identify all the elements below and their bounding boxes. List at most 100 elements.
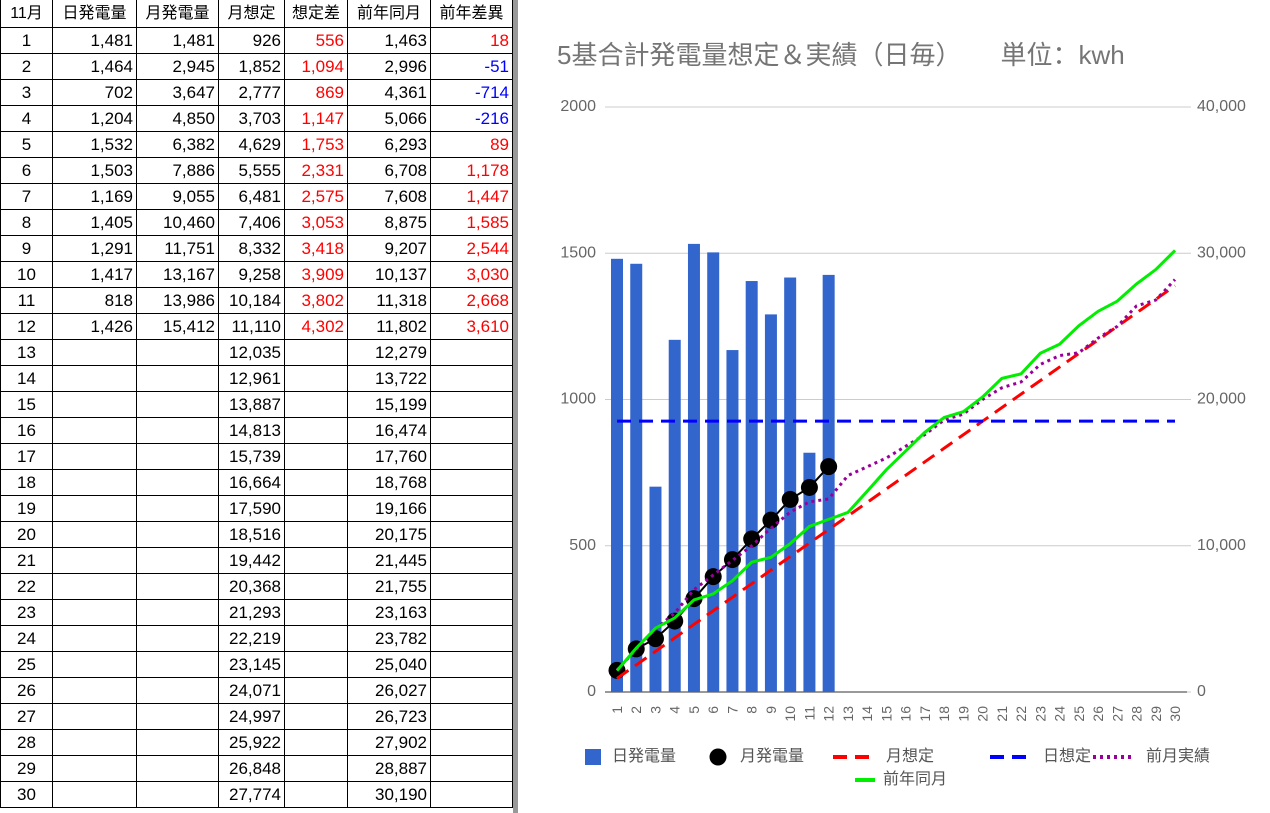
table-cell: 2,777 <box>219 80 285 106</box>
table-cell: 702 <box>53 80 137 106</box>
bar <box>764 314 777 692</box>
table-cell: 11,318 <box>348 288 431 314</box>
bar <box>726 350 739 692</box>
table-cell <box>285 496 348 522</box>
bar <box>707 252 720 692</box>
table-cell: 26 <box>0 678 53 704</box>
dot <box>781 490 799 508</box>
table-cell: 18 <box>0 470 53 496</box>
table-cell <box>431 470 513 496</box>
table-cell: 2,996 <box>348 54 431 80</box>
table-cell: 4,629 <box>219 132 285 158</box>
table-cell <box>53 652 137 678</box>
table-cell: 23,782 <box>348 626 431 652</box>
table-cell: 1,447 <box>431 184 513 210</box>
table-cell: 1,405 <box>53 210 137 236</box>
dot <box>743 530 761 548</box>
x-tick-label: 18 <box>936 706 952 722</box>
x-tick-label: 16 <box>898 706 914 722</box>
header-cell: 前年差異 <box>431 0 513 28</box>
y2-tick-label: 10,000 <box>1197 537 1246 554</box>
dot <box>762 511 780 529</box>
table-cell <box>53 470 137 496</box>
table-cell <box>53 574 137 600</box>
table-cell: 1,169 <box>53 184 137 210</box>
table-cell <box>53 444 137 470</box>
table-cell: 27 <box>0 704 53 730</box>
table-cell: 1,204 <box>53 106 137 132</box>
table-cell: 25,040 <box>348 652 431 678</box>
table-cell: 15,199 <box>348 392 431 418</box>
table-cell <box>53 496 137 522</box>
table-cell <box>431 522 513 548</box>
table-cell: 9,207 <box>348 236 431 262</box>
table-cell <box>285 626 348 652</box>
legend-label: 日想定 <box>1043 747 1091 765</box>
table-cell: 1,532 <box>53 132 137 158</box>
table-cell: 6,293 <box>348 132 431 158</box>
table-cell: 11,110 <box>219 314 285 340</box>
table-cell: 15,412 <box>137 314 219 340</box>
dot <box>800 478 818 496</box>
table-cell: 7,608 <box>348 184 431 210</box>
table-cell: 15,739 <box>219 444 285 470</box>
table-cell: 7 <box>0 184 53 210</box>
table-cell: 26,723 <box>348 704 431 730</box>
table-cell <box>137 392 219 418</box>
table-cell: 13,887 <box>219 392 285 418</box>
table-cell: 18,516 <box>219 522 285 548</box>
table-cell: 23,145 <box>219 652 285 678</box>
table-cell <box>53 548 137 574</box>
table-cell: 2,331 <box>285 158 348 184</box>
x-tick-label: 29 <box>1148 706 1164 722</box>
table-cell: 15 <box>0 392 53 418</box>
table-cell: 1,147 <box>285 106 348 132</box>
table-cell <box>53 522 137 548</box>
table-cell: 7,406 <box>219 210 285 236</box>
table-cell <box>137 444 219 470</box>
table-cell: 4,302 <box>285 314 348 340</box>
table-cell <box>285 652 348 678</box>
table-cell <box>137 652 219 678</box>
table-cell <box>53 418 137 444</box>
table-cell <box>285 756 348 782</box>
bar <box>745 281 758 692</box>
table-cell: 3,703 <box>219 106 285 132</box>
table-cell <box>137 626 219 652</box>
table-cell: 28 <box>0 730 53 756</box>
x-tick-label: 11 <box>801 706 817 721</box>
table-cell <box>285 444 348 470</box>
table-cell: 13,722 <box>348 366 431 392</box>
table-cell <box>137 782 219 808</box>
table-cell: 22 <box>0 574 53 600</box>
x-tick-label: 2 <box>628 706 644 714</box>
table-cell: 12,961 <box>219 366 285 392</box>
chart-title: 5基合計発電量想定＆実績（日毎） 単位：kwh <box>557 40 1125 70</box>
table-cell <box>53 678 137 704</box>
table-cell <box>431 548 513 574</box>
legend-label: 前月実績 <box>1146 747 1210 765</box>
table-cell: 6 <box>0 158 53 184</box>
table-cell <box>137 730 219 756</box>
legend-swatch <box>585 749 601 765</box>
bar <box>784 277 797 692</box>
table-cell <box>431 496 513 522</box>
table-cell: -51 <box>431 54 513 80</box>
table-cell <box>431 756 513 782</box>
table-cell: 30 <box>0 782 53 808</box>
y-tick-label: 2000 <box>560 98 596 115</box>
x-tick-label: 20 <box>975 706 991 722</box>
table-cell <box>285 366 348 392</box>
table-cell: 28,887 <box>348 756 431 782</box>
table-cell: 4,361 <box>348 80 431 106</box>
table-cell: 1,417 <box>53 262 137 288</box>
table-cell: 1,291 <box>53 236 137 262</box>
table-cell: 1,463 <box>348 28 431 54</box>
table-cell: 5 <box>0 132 53 158</box>
x-tick-label: 8 <box>744 706 760 714</box>
bar <box>687 243 700 692</box>
x-tick-label: 30 <box>1167 706 1183 722</box>
table-cell: 19,442 <box>219 548 285 574</box>
table-cell <box>137 522 219 548</box>
